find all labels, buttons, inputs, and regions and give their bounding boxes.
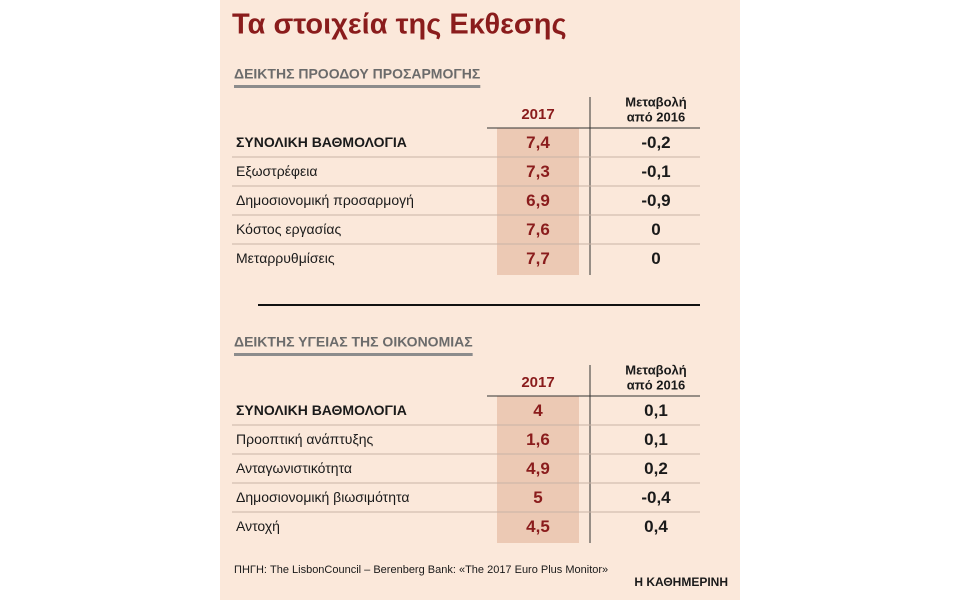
change-header: Μεταβολή	[625, 94, 687, 109]
year-column-shade	[497, 396, 579, 543]
change-value: 0,1	[644, 430, 668, 449]
year-column-shade	[497, 128, 579, 275]
row-label: Εξωστρέφεια	[236, 163, 317, 179]
section-heading: ΔΕΙΚΤΗΣ ΥΓΕΙΑΣ ΤΗΣ ΟΙΚΟΝΟΜΙΑΣ	[234, 334, 473, 350]
row-label: Ανταγωνιστικότητα	[236, 460, 352, 476]
title: Τα στοιχεία της Εκθεσης	[232, 9, 567, 41]
change-value: 0,2	[644, 459, 668, 478]
change-value: 0,1	[644, 401, 668, 420]
row-label: Δημοσιονομική βιωσιμότητα	[236, 489, 409, 505]
change-value: 0	[651, 220, 660, 239]
score-2017: 4,9	[526, 459, 550, 478]
panel	[220, 0, 740, 600]
change-value: 0,4	[644, 517, 668, 536]
brand: Η ΚΑΘΗΜΕΡΙΝΗ	[634, 575, 728, 589]
change-value: -0,9	[641, 191, 670, 210]
score-2017: 5	[533, 488, 542, 507]
score-2017: 4	[533, 401, 543, 420]
change-value: -0,4	[641, 488, 671, 507]
score-2017: 7,6	[526, 220, 550, 239]
change-value: -0,2	[641, 133, 670, 152]
heading-underline	[234, 353, 473, 356]
row-label: Δημοσιονομική προσαρμογή	[236, 192, 414, 208]
heading-underline	[234, 85, 481, 88]
score-2017: 7,3	[526, 162, 550, 181]
year-header: 2017	[521, 374, 554, 391]
row-label: Αντοχή	[236, 518, 280, 534]
change-value: 0	[651, 249, 660, 268]
source: ΠΗΓΗ: The LisbonCouncil – Berenberg Bank…	[234, 564, 608, 576]
score-2017: 7,4	[526, 133, 550, 152]
section-heading: ΔΕΙΚΤΗΣ ΠΡΟΟΔΟΥ ΠΡΟΣΑΡΜΟΓΗΣ	[234, 66, 480, 82]
row-label: Προοπτική ανάπτυξης	[236, 431, 374, 447]
score-2017: 1,6	[526, 430, 550, 449]
row-label: ΣΥΝΟΛΙΚΗ ΒΑΘΜΟΛΟΓΙΑ	[236, 134, 407, 150]
year-header: 2017	[521, 106, 554, 123]
score-2017: 7,7	[526, 249, 550, 268]
change-value: -0,1	[641, 162, 670, 181]
row-label: Κόστος εργασίας	[236, 221, 341, 237]
row-label: Μεταρρυθμίσεις	[236, 250, 335, 266]
change-header: Μεταβολή	[625, 362, 687, 377]
score-2017: 6,9	[526, 191, 550, 210]
score-2017: 4,5	[526, 517, 550, 536]
change-header: από 2016	[627, 377, 685, 392]
change-header: από 2016	[627, 109, 685, 124]
row-label: ΣΥΝΟΛΙΚΗ ΒΑΘΜΟΛΟΓΙΑ	[236, 402, 407, 418]
